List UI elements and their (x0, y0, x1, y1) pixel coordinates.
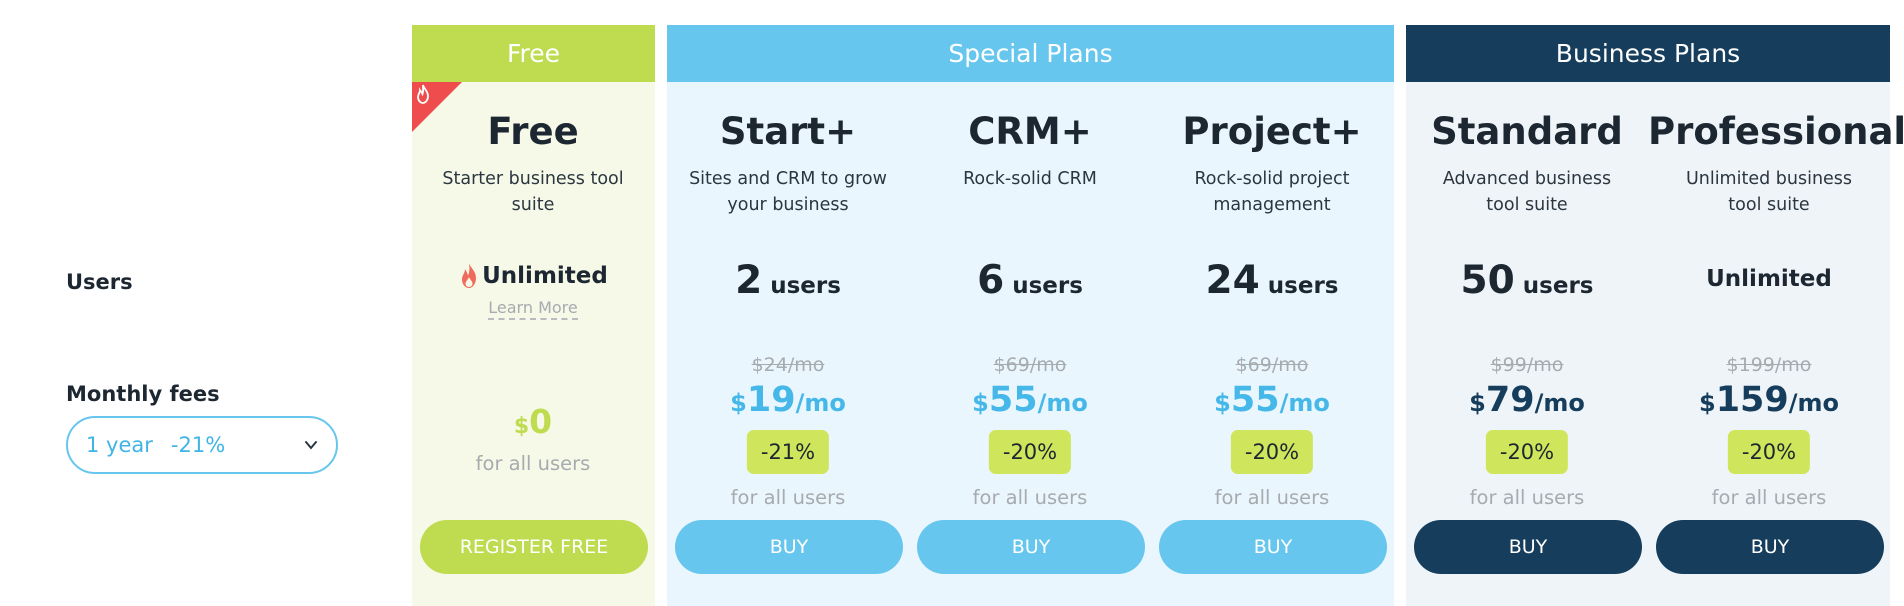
business-plans-header: Business Plans (1406, 25, 1890, 82)
price-period: /mo (1534, 389, 1585, 417)
monthly-fees-label: Monthly fees (66, 382, 220, 406)
plan-price: $ 19 /mo (667, 380, 909, 420)
old-price: $69/mo (1235, 354, 1309, 376)
discount-badge: -20% (988, 430, 1072, 474)
flame-icon (417, 84, 429, 104)
plan-description: Rock-solid CRM (963, 169, 1097, 189)
plan-for-all-users: for all users (1214, 486, 1330, 509)
plan-name: Standard (1431, 110, 1623, 153)
plan-for-all-users: for all users (1469, 486, 1585, 509)
price-period: /mo (1788, 389, 1840, 417)
old-price: $24/mo (751, 354, 825, 376)
buy-button-crm-plus[interactable]: BUY (917, 520, 1145, 574)
plan-price: $ 55 /mo (1151, 380, 1393, 420)
price-amount: 55 (988, 380, 1038, 420)
plan-price: $ 0 (412, 402, 654, 441)
price-currency: $ (1469, 389, 1486, 417)
plan-price: $ 55 /mo (909, 380, 1151, 420)
discount-badge: -21% (746, 430, 830, 474)
plan-users: Unlimited (1706, 266, 1832, 292)
special-plans-group: Special Plans (667, 25, 1394, 606)
users-count: 24 (1205, 258, 1260, 303)
plan-price: $ 159 /mo (1648, 380, 1890, 420)
price-currency: $ (1698, 389, 1716, 417)
plan-name: Start+ (719, 110, 857, 153)
billing-period-value: 1 year (86, 433, 153, 457)
old-price: $199/mo (1726, 354, 1812, 376)
price-period: /mo (1037, 389, 1088, 417)
users-unit: users (1267, 273, 1339, 299)
chevron-down-icon (305, 441, 317, 450)
plan-description: Starter business tool suite (442, 169, 624, 215)
plan-users: 6 users (909, 258, 1151, 303)
plan-price: $ 79 /mo (1406, 380, 1648, 420)
plan-description: Rock-solid project management (1194, 169, 1350, 215)
users-count: 2 (735, 258, 763, 303)
billing-period-discount: -21% (170, 433, 226, 457)
plan-users: 50 users (1406, 258, 1648, 303)
plan-users: 2 users (667, 258, 909, 303)
users-unit: users (770, 273, 841, 299)
plan-for-all-users: for all users (475, 452, 591, 475)
price-amount: 0 (529, 402, 553, 441)
plan-description: Sites and CRM to grow your business (689, 169, 887, 215)
users-row-label: Users (66, 270, 133, 294)
users-unit: users (1522, 273, 1594, 299)
special-plans-header: Special Plans (667, 25, 1394, 82)
old-price: $69/mo (993, 354, 1067, 376)
price-amount: 79 (1485, 380, 1535, 420)
users-count: 50 (1460, 258, 1515, 303)
plan-for-all-users: for all users (972, 486, 1088, 509)
price-amount: 55 (1230, 380, 1280, 420)
learn-more-link[interactable]: Learn More (488, 298, 578, 320)
price-currency: $ (1214, 389, 1231, 417)
price-currency: $ (730, 389, 747, 417)
billing-period-select[interactable]: 1 year -21% (66, 416, 338, 474)
buy-button-project-plus[interactable]: BUY (1159, 520, 1387, 574)
plan-users: Unlimited (412, 262, 654, 290)
plan-description: Advanced business tool suite (1442, 169, 1612, 215)
buy-button-standard[interactable]: BUY (1414, 520, 1642, 574)
buy-button-professional[interactable]: BUY (1656, 520, 1884, 574)
plan-for-all-users: for all users (1711, 486, 1827, 509)
price-amount: 159 (1715, 380, 1789, 420)
users-unit: users (1012, 273, 1083, 299)
discount-badge: -20% (1485, 430, 1569, 474)
price-currency: $ (513, 414, 530, 439)
plan-name: Project+ (1182, 110, 1362, 153)
plan-users: 24 users (1151, 258, 1393, 303)
plan-name: Professional (1648, 110, 1904, 153)
price-period: /mo (1279, 389, 1330, 417)
register-free-button[interactable]: REGISTER FREE (420, 520, 648, 574)
old-price: $99/mo (1490, 354, 1564, 376)
buy-button-start-plus[interactable]: BUY (675, 520, 903, 574)
flame-icon (462, 263, 477, 288)
users-count: 6 (977, 258, 1005, 303)
plan-users-value: Unlimited (482, 263, 608, 289)
plan-name: CRM+ (968, 110, 1092, 153)
price-amount: 19 (746, 380, 796, 420)
business-plans-group: Business Plans (1406, 25, 1890, 606)
discount-badge: -20% (1230, 430, 1314, 474)
price-currency: $ (972, 389, 989, 417)
price-period: /mo (795, 389, 846, 417)
plan-name: Free (487, 110, 579, 153)
free-group-header: Free (412, 25, 655, 82)
discount-badge: -20% (1727, 430, 1811, 474)
plan-for-all-users: for all users (730, 486, 846, 509)
learn-more-link-wrap: Learn More (412, 298, 654, 320)
plan-description: Unlimited business tool suite (1685, 169, 1853, 215)
